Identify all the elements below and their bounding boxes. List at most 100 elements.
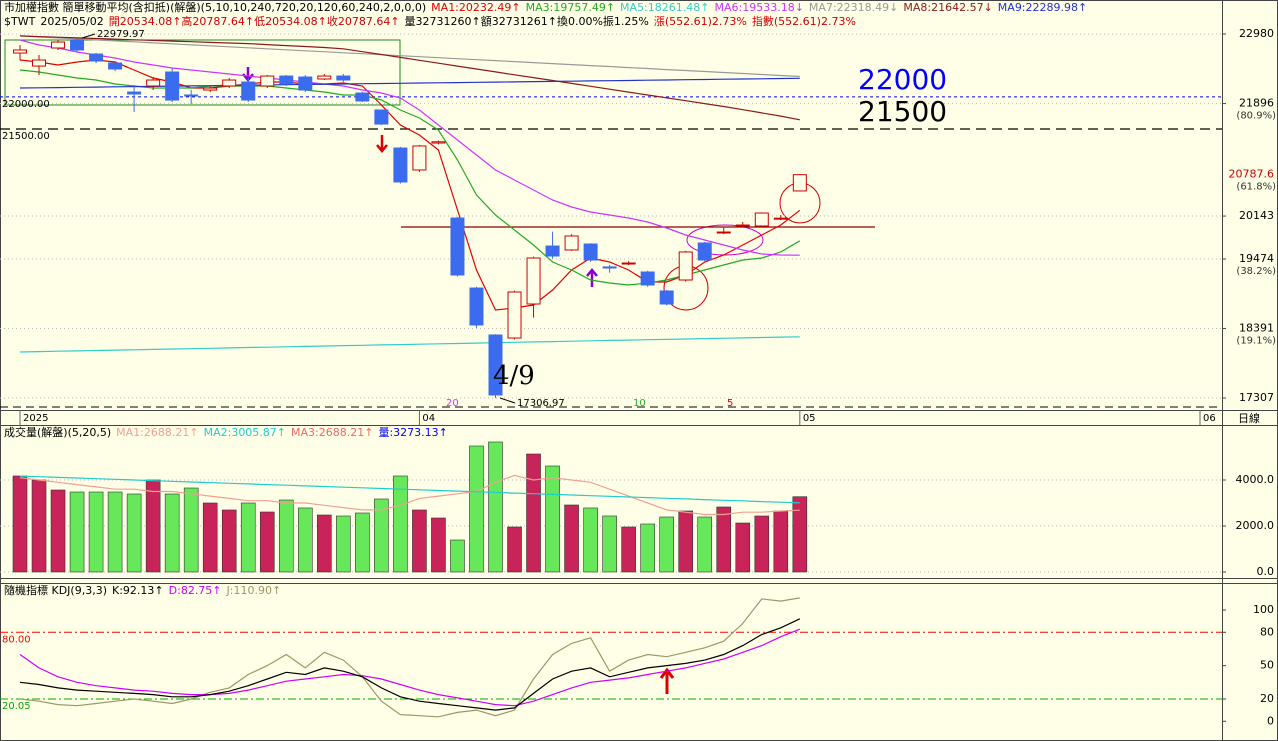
volume-bar: [773, 510, 789, 573]
volume-bar: [355, 512, 370, 573]
y-tick-label: 2000.0: [1236, 519, 1275, 532]
candle-body: [488, 334, 503, 396]
arrow: [586, 268, 598, 287]
volume-bar: [164, 493, 180, 573]
fib-label: (80.9%): [1236, 111, 1276, 122]
series-line: [19, 628, 801, 707]
series-line: [19, 618, 801, 711]
y-tick-label: 0.0: [1257, 565, 1275, 578]
x-tick-label: 05: [803, 413, 816, 424]
leader: [81, 33, 96, 39]
period-mark: 5: [727, 398, 733, 409]
level-label: 22000.00: [2, 99, 50, 110]
volume-bar: [69, 491, 85, 573]
candle-body: [317, 75, 332, 80]
volume-bar: [12, 475, 28, 573]
candle-body: [412, 145, 427, 171]
y-tick-label: 50: [1260, 659, 1274, 672]
volume-bar: [678, 510, 694, 573]
range-box: [4, 39, 401, 106]
candle-body: [640, 271, 655, 286]
y-tick-label: 100: [1253, 603, 1274, 616]
legend-text: 2025/05/02: [40, 15, 103, 28]
y-tick-label: 20: [1260, 692, 1274, 705]
legend-text: 市加權指數 簡單移動平均(含扣抵)(解盤)(5,10,10,240,720,20…: [4, 0, 426, 14]
candle-body: [13, 49, 27, 54]
series-line: [19, 35, 800, 121]
candle-body: [564, 235, 579, 251]
candle-body: [279, 75, 294, 85]
legend-text: J:110.90↑: [226, 584, 282, 597]
leader: [499, 397, 516, 404]
candle-body: [583, 243, 598, 261]
candle-body: [108, 62, 123, 70]
legend-text: 隨機指標 KDJ(9,3,3): [4, 583, 107, 597]
volume-bar: [469, 445, 484, 573]
candle-body: [203, 87, 218, 91]
ref-label: 20.05: [2, 701, 31, 712]
series-line: [19, 474, 800, 516]
volume-bar: [412, 509, 427, 573]
candle-body: [51, 41, 66, 49]
legend-text: 指數(552.61)2.73%: [752, 14, 856, 28]
fib-label: (19.1%): [1236, 335, 1276, 346]
volume-bar: [50, 489, 66, 573]
x-tick-label: 06: [1203, 413, 1216, 424]
x-tick-label: 04: [422, 413, 435, 424]
candle-body: [507, 291, 522, 339]
candle-body: [127, 91, 142, 95]
legend-text: MA3:19757.49↑: [526, 1, 615, 14]
y-tick-label: 17307: [1239, 391, 1274, 404]
volume-bar: [735, 522, 751, 573]
legend-text: MA5:18261.48↑: [620, 1, 709, 14]
volume-bar: [545, 465, 560, 573]
candle-body: [450, 217, 465, 276]
annotation: 4/9: [493, 361, 535, 391]
legend-text: 量:3273.13↑: [378, 426, 447, 439]
legend-text: MA3:2688.21↑: [291, 426, 373, 439]
series-line: [19, 336, 800, 353]
legend-text: MA6:19533.18↓: [714, 1, 803, 14]
y-tick-label: 22980: [1239, 27, 1274, 40]
candle-body: [374, 109, 389, 125]
volume-bar: [431, 517, 446, 573]
candle-body: [469, 287, 484, 326]
candle-body: [355, 92, 370, 102]
candle-body: [393, 147, 408, 183]
arrow: [659, 667, 675, 694]
candle-body: [298, 76, 313, 91]
y-tick-label: 80: [1260, 625, 1274, 638]
candle-body: [89, 53, 104, 62]
legend-text: MA1:2688.21↑: [116, 426, 198, 439]
fib-label: (38.2%): [1236, 266, 1276, 277]
last-price-label: 20787.6: [1229, 168, 1275, 181]
volume-bar: [583, 507, 598, 573]
candle-body: [545, 245, 560, 257]
level-value-label: 22000: [858, 63, 947, 96]
volume-bar: [336, 515, 351, 573]
candle-body: [621, 262, 636, 265]
y-tick-label: 0: [1267, 714, 1274, 727]
volume-bar: [393, 475, 408, 573]
candle-body: [336, 75, 351, 81]
candle-body: [165, 71, 180, 101]
volume-bar: [221, 509, 237, 573]
ref-label: 80.00: [2, 634, 31, 645]
legend-text: D:82.75↑: [169, 584, 222, 597]
candle-body: [697, 242, 712, 261]
volume-bar: [697, 516, 713, 573]
volume-bar: [659, 516, 674, 573]
volume-bar: [145, 479, 161, 573]
series-line: [19, 69, 801, 286]
fib-label: (61.8%): [1236, 182, 1276, 193]
volume-bar: [278, 499, 294, 573]
volume-bar: [126, 493, 142, 573]
arrow: [376, 135, 388, 153]
candle-body: [735, 224, 750, 227]
volume-bar: [88, 491, 104, 573]
candle-body: [716, 231, 731, 234]
candle-body: [659, 290, 674, 305]
